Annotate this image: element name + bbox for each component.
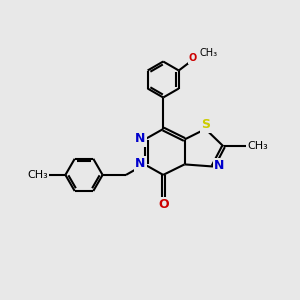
Text: CH₃: CH₃ xyxy=(199,47,217,58)
Text: N: N xyxy=(135,157,145,170)
Text: O: O xyxy=(158,198,169,212)
Text: N: N xyxy=(135,132,145,146)
Text: N: N xyxy=(214,159,224,172)
Text: O: O xyxy=(189,53,197,63)
Text: CH₃: CH₃ xyxy=(27,170,48,180)
Text: CH₃: CH₃ xyxy=(247,141,268,151)
Text: S: S xyxy=(202,118,211,131)
